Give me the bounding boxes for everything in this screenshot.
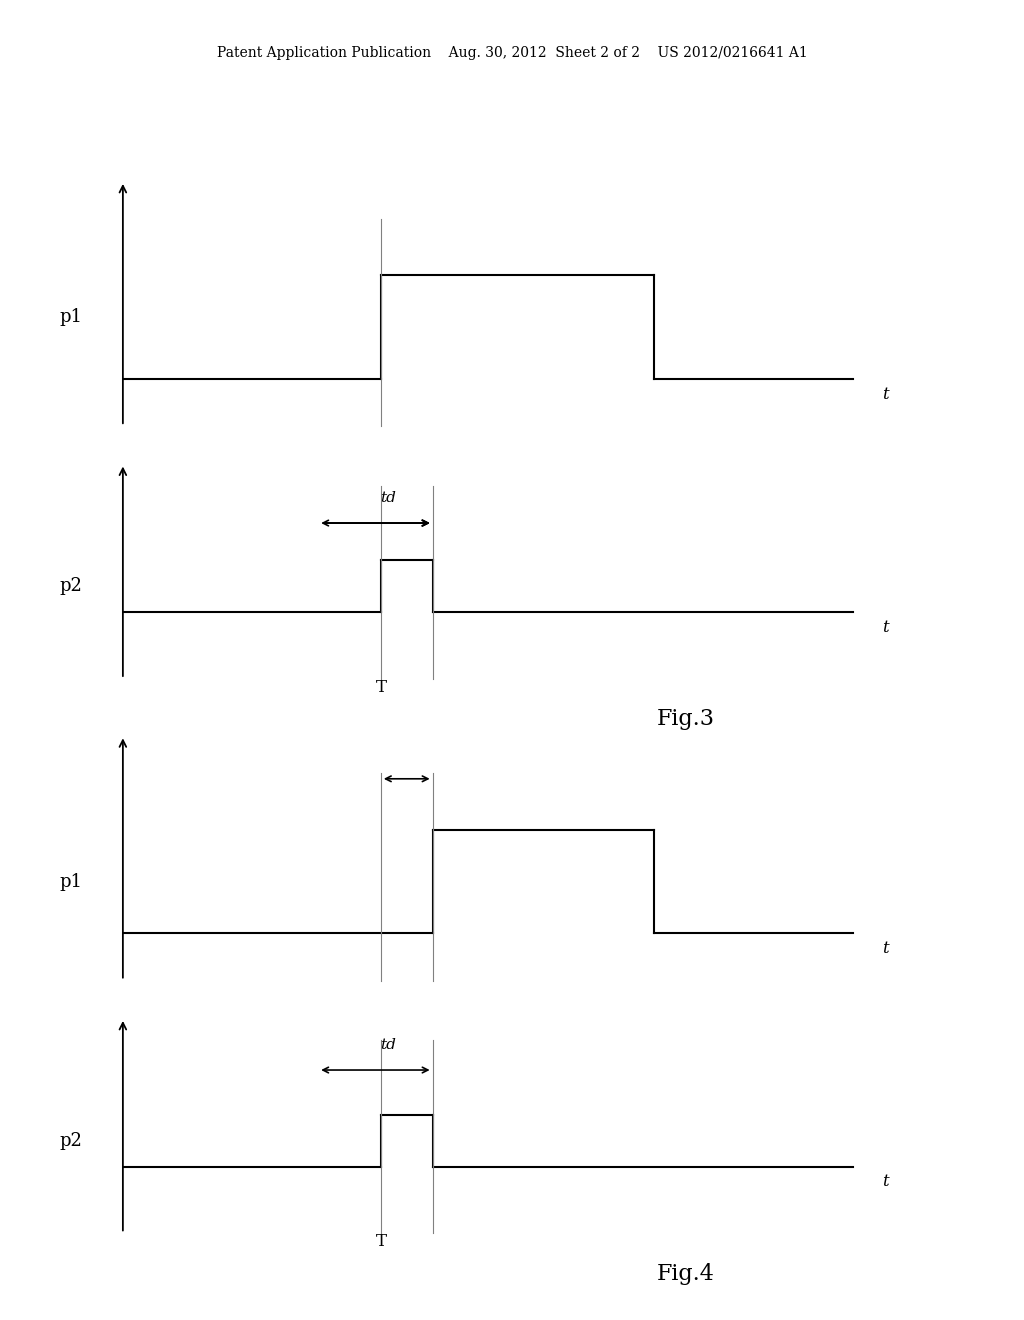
Text: t: t	[883, 385, 889, 403]
Text: p2: p2	[59, 1131, 83, 1150]
Text: p1: p1	[59, 308, 83, 326]
Text: p1: p1	[59, 873, 83, 891]
Text: Fig.3: Fig.3	[657, 709, 715, 730]
Text: T: T	[376, 678, 386, 696]
Text: t: t	[883, 619, 889, 635]
Text: td: td	[380, 1039, 396, 1052]
Text: p2: p2	[59, 577, 83, 595]
Text: t: t	[883, 940, 889, 957]
Text: td: td	[380, 491, 396, 506]
Text: T: T	[376, 1233, 386, 1250]
Text: t: t	[883, 1173, 889, 1189]
Text: Patent Application Publication    Aug. 30, 2012  Sheet 2 of 2    US 2012/0216641: Patent Application Publication Aug. 30, …	[217, 46, 807, 61]
Text: Fig.4: Fig.4	[657, 1263, 715, 1284]
